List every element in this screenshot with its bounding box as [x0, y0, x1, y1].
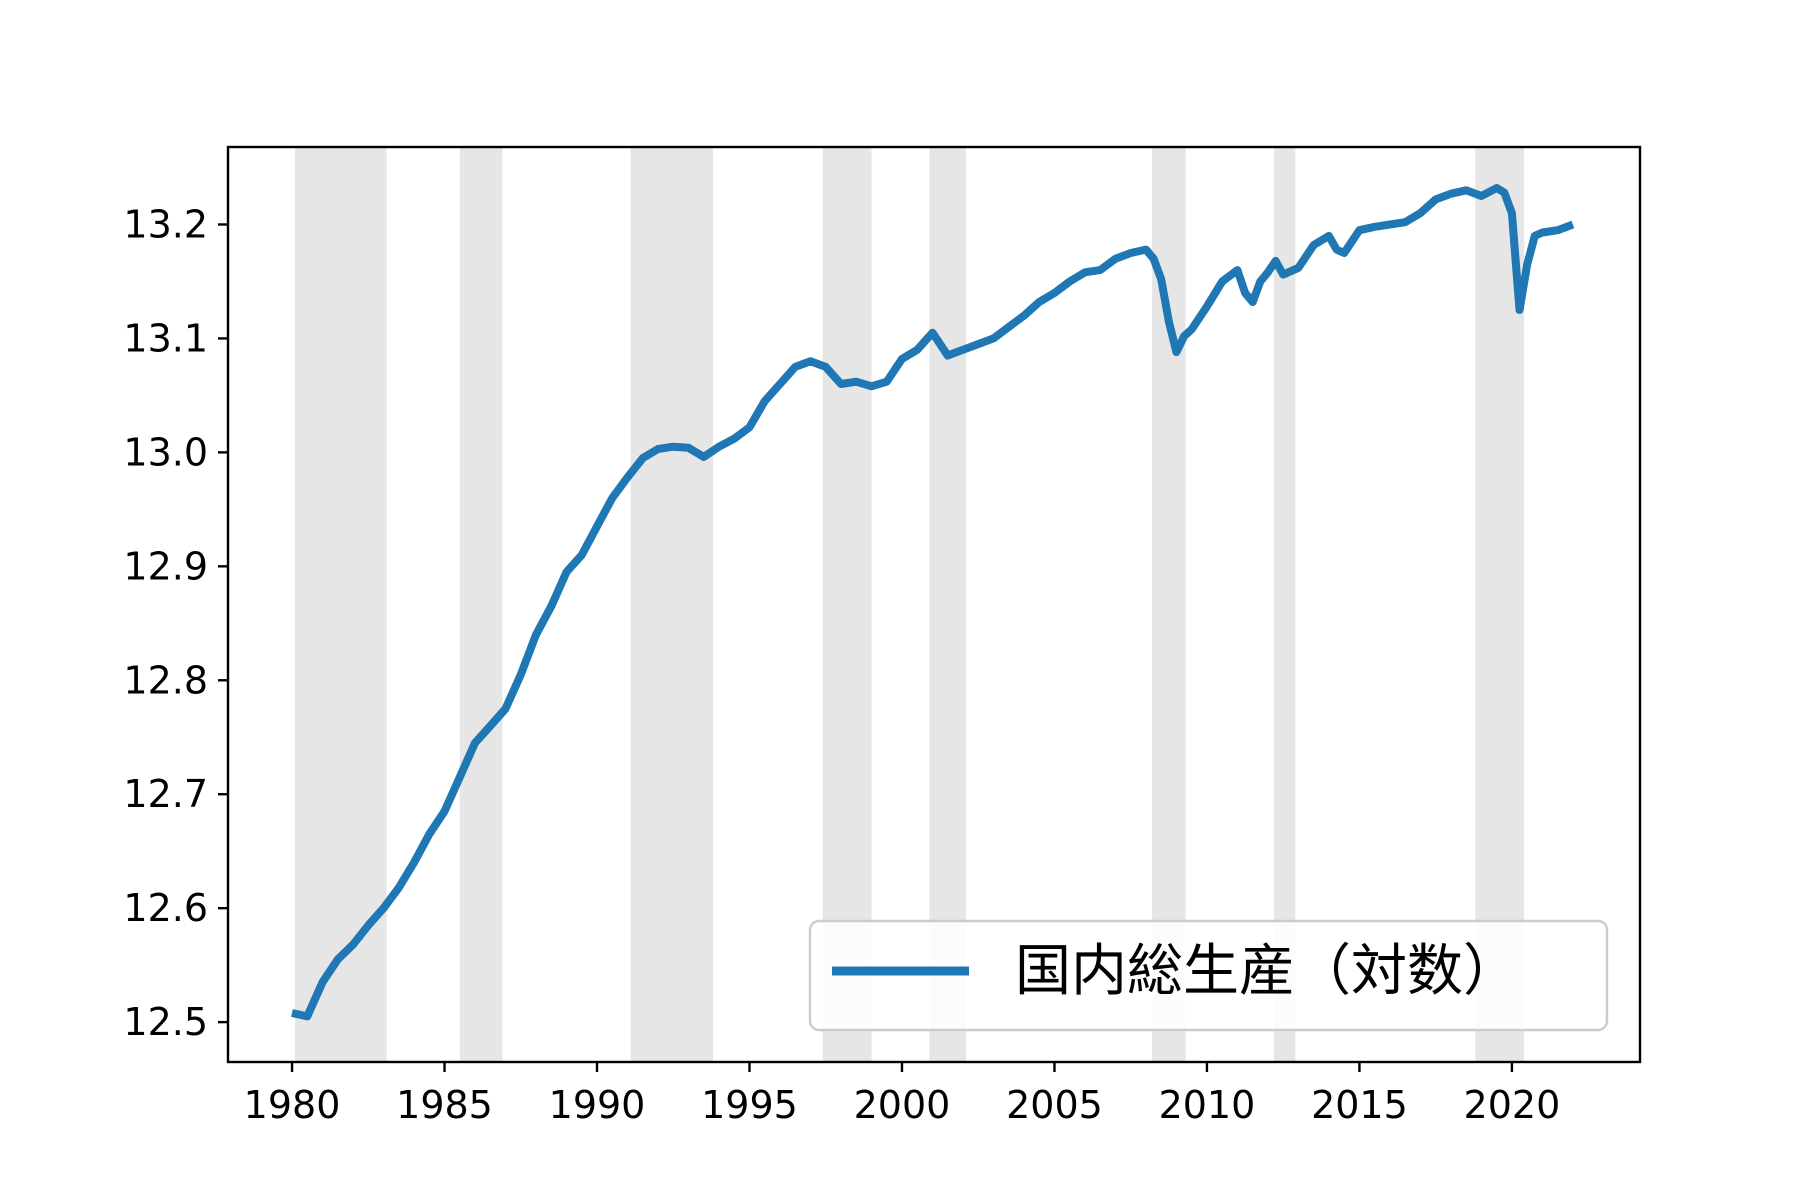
x-tick-label-2015: 2015	[1311, 1083, 1408, 1127]
y-tick-label-0: 12.5	[123, 1000, 208, 1044]
x-tick-label-1990: 1990	[549, 1083, 646, 1127]
x-tick-label-2000: 2000	[854, 1083, 951, 1127]
shaded-period-4	[929, 147, 967, 1062]
series-lines	[291, 184, 1575, 1021]
x-tick-label-1985: 1985	[396, 1083, 493, 1127]
y-tick-label-7: 13.2	[123, 202, 208, 246]
legend: 国内総生産（対数）	[808, 919, 1609, 1032]
y-tick-label-1: 12.6	[123, 886, 208, 930]
y-tick-label-2: 12.7	[123, 772, 208, 816]
shaded-period-2	[630, 147, 713, 1062]
y-tick-label-6: 13.1	[123, 316, 208, 360]
legend-box	[808, 919, 1609, 1032]
plot-frame	[226, 145, 1642, 1064]
y-axis: 12.5 12.6 12.7 12.8 12.9 13.0 13.1 13.2	[123, 202, 228, 1044]
y-tick-label-4: 12.9	[123, 544, 208, 588]
x-tick-label-2005: 2005	[1006, 1083, 1103, 1127]
legend-label: 国内総生産（対数）	[1015, 939, 1519, 1004]
x-tick-label-2010: 2010	[1159, 1083, 1256, 1127]
shaded-period-0	[295, 147, 387, 1062]
x-tick-label-1995: 1995	[701, 1083, 798, 1127]
y-tick-label-3: 12.8	[123, 658, 208, 702]
x-axis: 1980 1985 1990 1995 2000 2005 2010 2015 2020	[244, 1062, 1561, 1127]
y-tick-label-5: 13.0	[123, 430, 208, 474]
x-tick-label-2020: 2020	[1464, 1083, 1561, 1127]
series-line-0	[291, 184, 1575, 1021]
shaded-period-1	[459, 147, 503, 1062]
shaded-period-6	[1274, 147, 1296, 1062]
shaded-period-3	[822, 147, 872, 1062]
x-tick-label-1980: 1980	[244, 1083, 341, 1127]
